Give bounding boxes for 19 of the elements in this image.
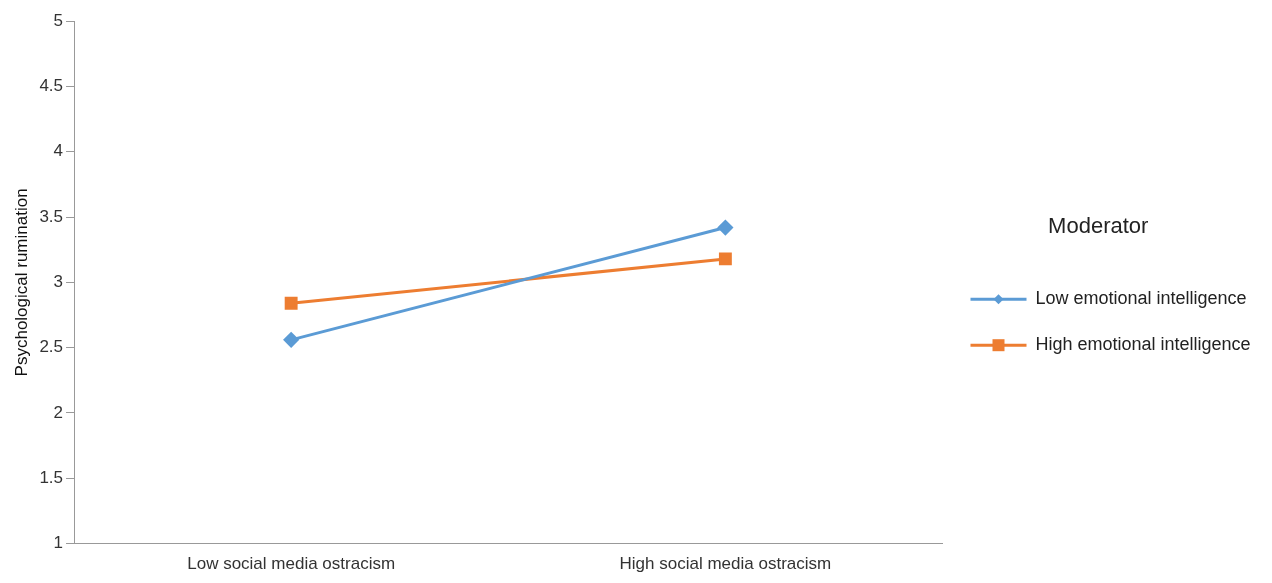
y-tick-label: 3 [53, 272, 64, 292]
point [718, 252, 732, 266]
y-tick-label: 2 [53, 402, 64, 422]
legend-label: Low emotional intelligence [1035, 288, 1247, 309]
y-tick-label: 1 [53, 533, 64, 553]
x-tick-label: Low social media ostracism [187, 554, 396, 574]
point [284, 296, 298, 310]
y-tick-label: 2.5 [39, 337, 64, 357]
point [717, 220, 733, 236]
legend-label: High emotional intelligence [1035, 334, 1251, 355]
legend-title: Moderator [1048, 212, 1149, 238]
y-tick-label: 5 [53, 10, 64, 30]
y-tick-label: 1.5 [39, 467, 64, 487]
y-axis-title: Psychological rumination [11, 188, 31, 377]
x-tick-label: High social media ostracism [619, 554, 832, 574]
y-tick-label: 3.5 [39, 206, 64, 226]
point [283, 332, 299, 348]
y-tick-label: 4 [53, 141, 64, 161]
y-tick-label: 4.5 [39, 76, 64, 96]
